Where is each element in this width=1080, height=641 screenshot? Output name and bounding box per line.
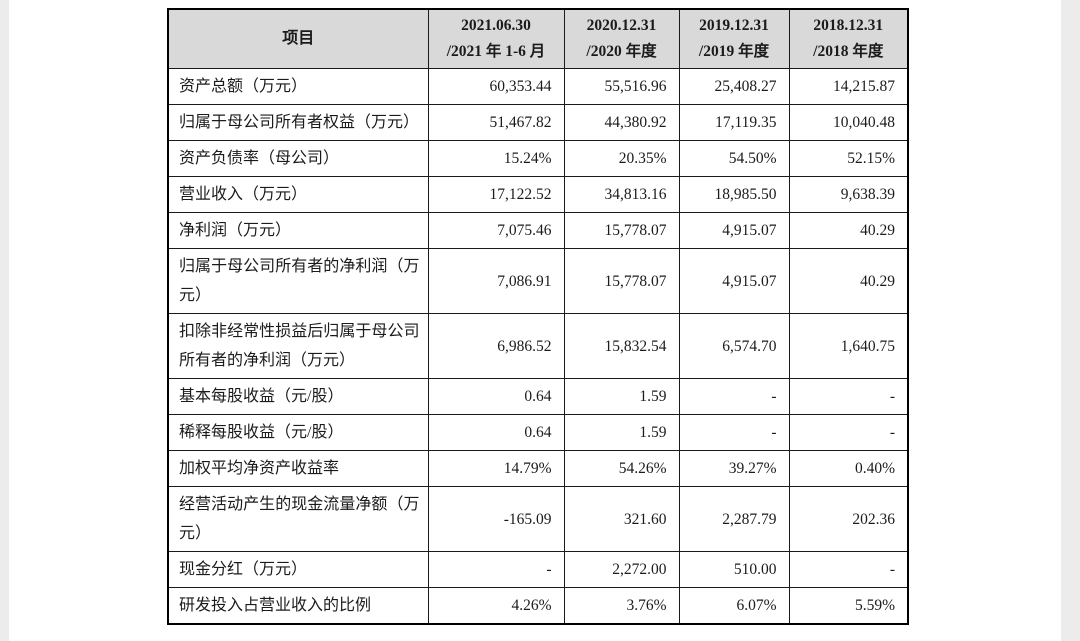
table-cell: - <box>427 551 565 588</box>
table-cell: 0.64 <box>427 414 565 451</box>
header-period-2019: 2019.12.31 /2019 年度 <box>678 8 790 69</box>
header-period-2020: 2020.12.31 /2020 年度 <box>563 8 680 69</box>
table-cell: - <box>678 378 790 415</box>
table-cell: 510.00 <box>678 551 790 588</box>
table-cell: 44,380.92 <box>563 104 680 141</box>
table-cell: 4,915.07 <box>678 248 790 314</box>
table-cell: 7,086.91 <box>427 248 565 314</box>
table-cell: 2,287.79 <box>678 486 790 552</box>
table-cell: -165.09 <box>427 486 565 552</box>
table-cell: 14.79% <box>427 450 565 487</box>
table-cell: 5.59% <box>788 587 909 625</box>
table-row: 归属于母公司所有者的净利润（万元） 7,086.91 15,778.07 4,9… <box>167 248 909 314</box>
header-period-2018: 2018.12.31 /2018 年度 <box>788 8 909 69</box>
table-row: 资产负债率（母公司） 15.24% 20.35% 54.50% 52.15% <box>167 140 909 177</box>
period-date: 2020.12.31 <box>586 17 657 34</box>
table-cell: 40.29 <box>788 248 909 314</box>
table-cell: 34,813.16 <box>563 176 680 213</box>
table-cell: 4.26% <box>427 587 565 625</box>
table-cell: 7,075.46 <box>427 212 565 249</box>
period-date: 2019.12.31 <box>699 17 769 34</box>
row-label: 扣除非经常性损益后归属于母公司所有者的净利润（万元） <box>167 313 429 379</box>
table-cell: 17,119.35 <box>678 104 790 141</box>
row-label: 归属于母公司所有者权益（万元） <box>167 104 429 141</box>
table-row: 扣除非经常性损益后归属于母公司所有者的净利润（万元） 6,986.52 15,8… <box>167 313 909 379</box>
table-cell: 9,638.39 <box>788 176 909 213</box>
row-label: 资产负债率（母公司） <box>167 140 429 177</box>
table-cell: 10,040.48 <box>788 104 909 141</box>
header-item-column: 项目 <box>167 8 429 69</box>
page-right-margin <box>1061 0 1080 641</box>
table-cell: 1,640.75 <box>788 313 909 379</box>
table-row: 净利润（万元） 7,075.46 15,778.07 4,915.07 40.2… <box>167 212 909 249</box>
table-cell: 20.35% <box>563 140 680 177</box>
table-cell: 39.27% <box>678 450 790 487</box>
table-cell: - <box>788 414 909 451</box>
row-label: 归属于母公司所有者的净利润（万元） <box>167 248 429 314</box>
table-cell: 15,778.07 <box>563 212 680 249</box>
page-left-margin <box>0 0 9 641</box>
period-span: /2020 年度 <box>586 43 657 60</box>
header-period-2021h1: 2021.06.30 /2021 年 1-6 月 <box>427 8 565 69</box>
table-cell: 2,272.00 <box>563 551 680 588</box>
table-cell: 6,986.52 <box>427 313 565 379</box>
table-row: 研发投入占营业收入的比例 4.26% 3.76% 6.07% 5.59% <box>167 587 909 625</box>
table-row: 稀释每股收益（元/股） 0.64 1.59 - - <box>167 414 909 451</box>
table-cell: 55,516.96 <box>563 68 680 105</box>
table-cell: 202.36 <box>788 486 909 552</box>
table-row: 基本每股收益（元/股） 0.64 1.59 - - <box>167 378 909 415</box>
table-row: 资产总额（万元） 60,353.44 55,516.96 25,408.27 1… <box>167 68 909 105</box>
table-cell: 15.24% <box>427 140 565 177</box>
table-cell: 6,574.70 <box>678 313 790 379</box>
table-cell: 15,832.54 <box>563 313 680 379</box>
table-cell: 1.59 <box>563 378 680 415</box>
table-cell: 4,915.07 <box>678 212 790 249</box>
table-cell: 14,215.87 <box>788 68 909 105</box>
row-label: 研发投入占营业收入的比例 <box>167 587 429 625</box>
table-row: 加权平均净资产收益率 14.79% 54.26% 39.27% 0.40% <box>167 450 909 487</box>
table-cell: 54.26% <box>563 450 680 487</box>
period-date: 2018.12.31 <box>813 17 884 34</box>
table-cell: 40.29 <box>788 212 909 249</box>
table-cell: 60,353.44 <box>427 68 565 105</box>
row-label: 现金分红（万元） <box>167 551 429 588</box>
row-label: 净利润（万元） <box>167 212 429 249</box>
table-cell: 0.40% <box>788 450 909 487</box>
table-cell: - <box>788 378 909 415</box>
row-label: 稀释每股收益（元/股） <box>167 414 429 451</box>
row-label: 经营活动产生的现金流量净额（万元） <box>167 486 429 552</box>
table-cell: 17,122.52 <box>427 176 565 213</box>
table-row: 营业收入（万元） 17,122.52 34,813.16 18,985.50 9… <box>167 176 909 213</box>
row-label: 加权平均净资产收益率 <box>167 450 429 487</box>
row-label: 基本每股收益（元/股） <box>167 378 429 415</box>
table-cell: 52.15% <box>788 140 909 177</box>
period-span: /2021 年 1-6 月 <box>446 43 546 60</box>
table-cell: 18,985.50 <box>678 176 790 213</box>
period-date: 2021.06.30 <box>461 17 531 34</box>
header-row: 项目 2021.06.30 /2021 年 1-6 月 2020.12.31 /… <box>167 8 909 69</box>
row-label: 资产总额（万元） <box>167 68 429 105</box>
table-cell: 51,467.82 <box>427 104 565 141</box>
table-cell: 321.60 <box>563 486 680 552</box>
table-row: 现金分红（万元） - 2,272.00 510.00 - <box>167 551 909 588</box>
table-cell: 15,778.07 <box>563 248 680 314</box>
table-row: 归属于母公司所有者权益（万元） 51,467.82 44,380.92 17,1… <box>167 104 909 141</box>
table-cell: - <box>788 551 909 588</box>
table-cell: 3.76% <box>563 587 680 625</box>
period-span: /2018 年度 <box>813 43 884 60</box>
financial-summary-table: 项目 2021.06.30 /2021 年 1-6 月 2020.12.31 /… <box>167 8 909 625</box>
table-cell: 0.64 <box>427 378 565 415</box>
table-cell: 54.50% <box>678 140 790 177</box>
table-cell: - <box>678 414 790 451</box>
table-row: 经营活动产生的现金流量净额（万元） -165.09 321.60 2,287.7… <box>167 486 909 552</box>
table-cell: 25,408.27 <box>678 68 790 105</box>
table-cell: 1.59 <box>563 414 680 451</box>
period-span: /2019 年度 <box>698 43 770 60</box>
row-label: 营业收入（万元） <box>167 176 429 213</box>
table-cell: 6.07% <box>678 587 790 625</box>
